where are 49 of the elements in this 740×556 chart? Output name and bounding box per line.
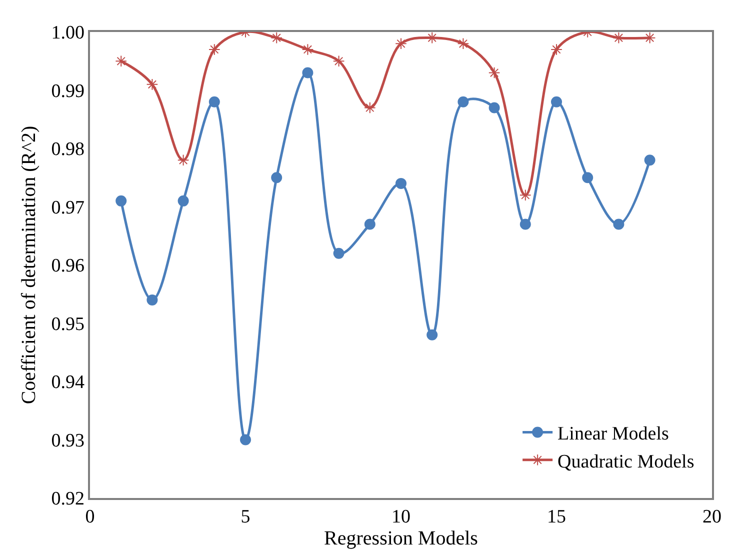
point (240, 434, 251, 446)
point (270, 32, 282, 44)
point (426, 329, 438, 340)
point (333, 248, 344, 259)
point (302, 44, 314, 56)
point (177, 154, 190, 166)
point (520, 189, 532, 201)
point (302, 67, 314, 78)
point (458, 96, 469, 108)
point (396, 178, 406, 189)
point (146, 78, 158, 90)
point (116, 195, 127, 206)
y-tick-label: 0.95 (51, 314, 84, 335)
x-tick-label: 15 (547, 506, 566, 528)
point (613, 218, 624, 230)
legend-label: Linear Models (558, 424, 669, 445)
y-tick-label: 0.92 (51, 488, 84, 510)
x-axis-title: Regression Models (324, 528, 478, 550)
y-tick-label: 0.97 (51, 197, 84, 218)
point (551, 96, 562, 108)
point (488, 66, 500, 79)
y-tick-label: 0.94 (51, 372, 85, 394)
point (146, 294, 158, 306)
point (208, 96, 220, 108)
y-tick-label: 0.96 (51, 256, 84, 277)
y-tick-label: 0.98 (51, 139, 84, 160)
x-tick-label: 0 (85, 506, 95, 528)
y-tick-label: 1.00 (51, 22, 84, 44)
point (550, 44, 562, 56)
y-tick-label: 0.99 (51, 80, 84, 102)
point (457, 38, 470, 50)
legend-label: Quadratic Models (558, 451, 694, 472)
point (644, 154, 656, 166)
point (395, 38, 407, 50)
point (582, 172, 594, 184)
point (178, 195, 189, 206)
x-tick-label: 20 (702, 506, 722, 528)
point (520, 218, 531, 230)
y-tick-label: 0.93 (51, 430, 84, 452)
x-tick-label: 10 (392, 506, 410, 528)
x-tick-label: 5 (240, 506, 250, 528)
point (364, 218, 376, 230)
point (488, 102, 500, 114)
point (115, 55, 127, 68)
y-axis-title: Coefficient of determination (R^2) (18, 126, 40, 404)
point (208, 44, 220, 56)
point (364, 102, 376, 114)
point (271, 172, 282, 184)
point (332, 55, 345, 68)
